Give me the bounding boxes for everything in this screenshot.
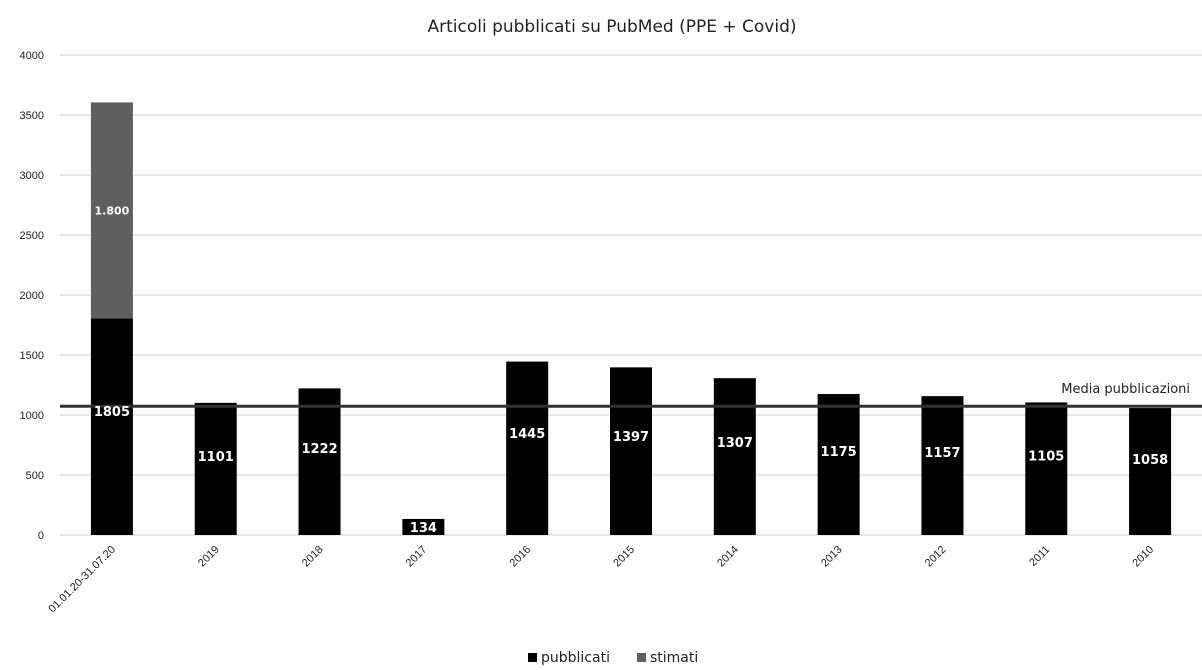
bar-pubblicati (921, 396, 964, 535)
y-tick-label: 2500 (20, 230, 44, 242)
bar-pubblicati (817, 394, 860, 535)
y-tick-label: 0 (38, 530, 44, 542)
data-label-pubblicati: 1101 (198, 450, 234, 465)
x-tick-label: 2019 (196, 544, 222, 570)
bar-stimati (90, 102, 133, 319)
chart-title: Articoli pubblicati su PubMed (PPE + Cov… (427, 17, 796, 37)
bar-pubblicati (506, 361, 549, 535)
data-label-pubblicati: 1222 (301, 442, 337, 457)
y-tick-label: 3500 (20, 110, 44, 122)
y-tick-label: 1500 (20, 350, 44, 362)
x-tick-label: 2017 (404, 544, 430, 570)
x-tick-label: 01.01.20-31.07.20 (46, 544, 118, 616)
legend-label-stimati: stimati (650, 650, 698, 666)
x-tick-label: 2015 (611, 544, 637, 570)
bar-pubblicati (90, 318, 133, 535)
bar-pubblicati (402, 518, 445, 535)
reference-line-group: Media pubblicazioni (60, 382, 1202, 408)
data-label-pubblicati: 1307 (717, 436, 753, 451)
bars (90, 102, 1172, 535)
data-label-pubblicati: 1445 (509, 427, 545, 442)
x-tick-label: 2014 (715, 544, 741, 570)
x-tick-label: 2012 (923, 544, 949, 570)
data-label-pubblicati: 1805 (94, 405, 130, 420)
bar-pubblicati (610, 367, 652, 535)
data-labels: 1.800 1805 1101 1222 134 1445 1397 1307 1175 1157… (94, 204, 1168, 536)
data-label-pubblicati: 1058 (1132, 453, 1168, 468)
x-axis-ticks: 01.01.20-31.07.20 2019 2018 2017 2016 2015 201… (46, 544, 1156, 616)
y-tick-label: 2000 (20, 290, 44, 302)
y-tick-label: 4000 (20, 50, 44, 62)
x-tick-label: 2011 (1027, 544, 1052, 569)
y-tick-label: 1000 (20, 410, 44, 422)
data-label-pubblicati: 134 (410, 521, 437, 536)
x-tick-label: 2010 (1130, 544, 1156, 570)
gridlines (60, 54, 1202, 536)
legend: pubblicati stimati (528, 650, 698, 666)
reference-line-label: Media pubblicazioni (1061, 382, 1190, 397)
data-label-pubblicati: 1105 (1028, 450, 1064, 465)
x-tick-label: 2013 (819, 544, 845, 570)
data-label-stimati: 1.800 (95, 204, 130, 217)
x-tick-label: 2018 (300, 544, 326, 570)
legend-swatch-stimati (637, 653, 646, 662)
data-label-pubblicati: 1157 (924, 446, 960, 461)
y-tick-label: 3000 (20, 170, 44, 182)
y-axis-ticks: 0 500 1000 1500 2000 2500 3000 3500 4000 (20, 50, 44, 542)
legend-label-pubblicati: pubblicati (541, 650, 610, 666)
data-label-pubblicati: 1397 (613, 430, 649, 445)
y-tick-label: 500 (26, 470, 44, 482)
bar-pubblicati (194, 402, 237, 535)
bar-pubblicati (1025, 402, 1068, 535)
legend-swatch-pubblicati (528, 653, 537, 662)
bar-pubblicati (1129, 408, 1172, 535)
data-label-pubblicati: 1175 (821, 445, 857, 460)
bar-pubblicati (298, 388, 341, 535)
x-tick-label: 2016 (508, 544, 534, 570)
bar-pubblicati (713, 378, 756, 535)
